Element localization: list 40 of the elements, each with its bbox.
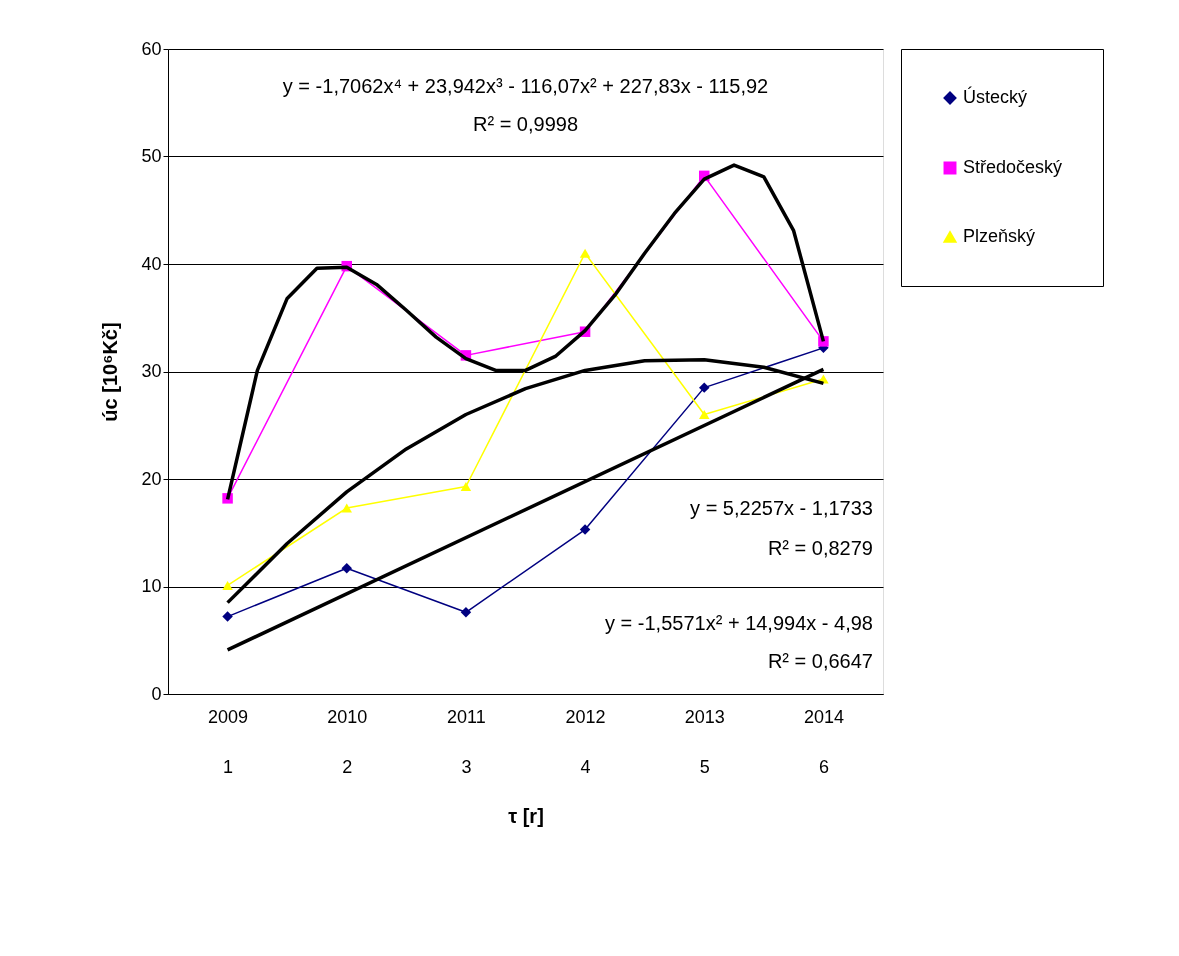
y-tick-label: 30: [141, 361, 162, 381]
point: [699, 409, 710, 420]
x2-tick-label: 2012: [565, 706, 606, 727]
x2-tick-label: 2013: [684, 706, 725, 727]
y-tick-label: 40: [141, 253, 162, 274]
point: [460, 607, 472, 618]
annotation: R² = 0,6647: [767, 650, 873, 672]
point: [222, 580, 233, 590]
point: [699, 382, 710, 393]
x-tick-label: 3: [461, 756, 472, 777]
point: [579, 248, 591, 258]
x2-tick-label: 2010: [327, 706, 368, 727]
y-tick-label: 0: [151, 683, 162, 704]
point: [579, 524, 591, 535]
annotation: y = -1,5571x² + 14,994x - 4,98: [605, 612, 873, 634]
x2-tick-label: 2014: [803, 706, 844, 727]
point: [460, 481, 472, 492]
annotation: R² = 0,8279: [767, 537, 873, 559]
annotation: y = 5,2257x - 1,1733: [690, 497, 873, 519]
annotation: R² = 0,9998: [472, 113, 579, 135]
annotation: y = -1,7062x⁴ + 23,942x³ - 116,07x² + 227,83x - 115,92: [282, 75, 769, 97]
point: [341, 562, 352, 574]
x-tick-label: 5: [699, 756, 710, 777]
x-axis-title: τ [r]: [508, 804, 544, 827]
x-tick-label: 4: [580, 756, 591, 777]
y-tick-label: 20: [141, 468, 162, 489]
x-tick-label: 1: [223, 756, 234, 777]
y-tick-label: 10: [141, 576, 162, 596]
x2-tick-label: 2009: [208, 706, 249, 727]
legend-label: Středočeský: [963, 157, 1063, 177]
point: [222, 611, 233, 622]
y-tick-label: 50: [141, 146, 162, 166]
x2-tick-label: 2011: [447, 706, 486, 727]
point: [341, 503, 352, 513]
y-tick-label: 60: [141, 38, 162, 59]
legend-label: Plzeňský: [963, 226, 1036, 246]
y-axis-title: úc [10⁶Kč]: [99, 322, 122, 422]
x-tick-label: 6: [818, 756, 829, 777]
x-tick-label: 2: [342, 756, 353, 777]
legend-label: Ústecký: [963, 86, 1028, 107]
